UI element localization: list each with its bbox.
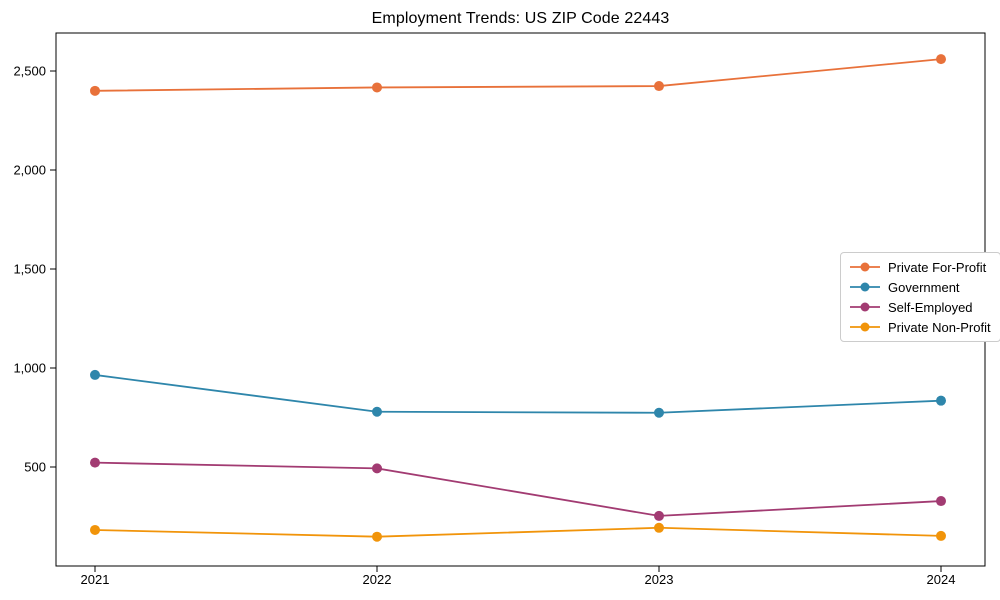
- series-line: [94, 461, 942, 517]
- series-private-for-profit: [90, 54, 946, 96]
- legend-item-private-for-profit: Private For-Profit: [848, 257, 991, 277]
- data-point: [936, 530, 946, 541]
- y-tick-label: 1,000: [13, 361, 46, 376]
- data-point: [90, 369, 100, 380]
- legend-label: Self-Employed: [888, 299, 973, 315]
- chart-title: Employment Trends: US ZIP Code 22443: [371, 10, 670, 27]
- x-tick-label: 2023: [645, 572, 674, 587]
- legend-marker-icon: [850, 262, 880, 272]
- series-private-non-profit: [90, 522, 946, 542]
- data-point: [90, 524, 100, 535]
- legend-label: Private For-Profit: [888, 259, 987, 275]
- y-tick-label: 2,000: [13, 163, 46, 178]
- data-point: [372, 82, 382, 93]
- data-point: [654, 510, 664, 521]
- data-point: [90, 85, 100, 96]
- legend-item-government: Government: [848, 277, 991, 297]
- data-point: [372, 406, 382, 417]
- legend-label: Private Non-Profit: [888, 319, 991, 335]
- data-point: [372, 531, 382, 542]
- data-point: [654, 407, 664, 418]
- data-point: [936, 54, 946, 65]
- y-tick-label: 2,500: [13, 64, 46, 79]
- x-tick-label: 2022: [363, 572, 392, 587]
- legend-marker-icon: [850, 282, 880, 292]
- data-point: [936, 395, 946, 406]
- data-point: [90, 457, 100, 468]
- legend-label: Government: [888, 279, 960, 295]
- y-tick-label: 500: [24, 460, 46, 475]
- data-point: [936, 496, 946, 507]
- data-point: [654, 81, 664, 92]
- legend-marker-icon: [850, 322, 880, 332]
- y-tick-label: 1,500: [13, 262, 46, 277]
- series-government: [90, 369, 946, 418]
- data-point: [654, 522, 664, 533]
- legend-item-private-non-profit: Private Non-Profit: [848, 317, 991, 337]
- x-tick-label: 2024: [927, 572, 956, 587]
- legend: Private For-Profit Government Self-Employe…: [840, 252, 1000, 342]
- series-line: [94, 374, 942, 414]
- x-tick-label: 2021: [81, 572, 110, 587]
- data-point: [372, 463, 382, 474]
- legend-marker-icon: [850, 302, 880, 312]
- series-line: [94, 526, 942, 538]
- series-self-employed: [90, 457, 946, 521]
- series-line: [94, 58, 942, 92]
- legend-item-self-employed: Self-Employed: [848, 297, 991, 317]
